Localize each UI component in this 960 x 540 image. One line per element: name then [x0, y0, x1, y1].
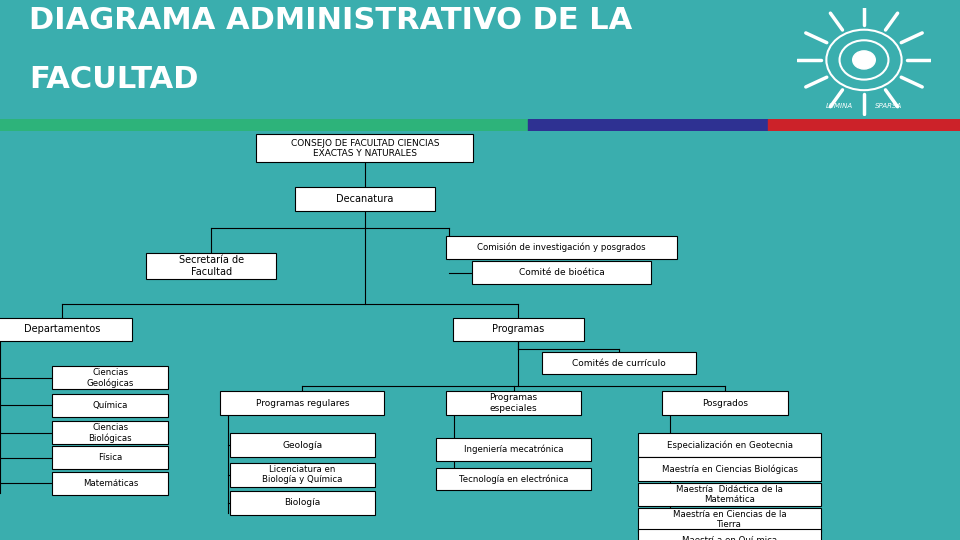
FancyBboxPatch shape [445, 236, 678, 259]
FancyBboxPatch shape [230, 491, 374, 515]
Text: Física: Física [98, 454, 123, 462]
Bar [528, 119, 768, 131]
Text: FACULTAD: FACULTAD [29, 65, 199, 94]
Text: CONSEJO DE FACULTAD CIENCIAS
EXACTAS Y NATURALES: CONSEJO DE FACULTAD CIENCIAS EXACTAS Y N… [291, 139, 439, 158]
FancyBboxPatch shape [52, 367, 169, 389]
Text: Ciencias
Biológicas: Ciencias Biológicas [88, 423, 132, 443]
FancyBboxPatch shape [295, 187, 435, 211]
FancyBboxPatch shape [445, 391, 582, 415]
Text: Matemáticas: Matemáticas [83, 478, 138, 488]
FancyBboxPatch shape [146, 253, 276, 279]
Text: Ingeniería mecatrónica: Ingeniería mecatrónica [464, 445, 564, 454]
FancyBboxPatch shape [52, 421, 169, 444]
Text: Química: Química [93, 401, 128, 410]
Text: Ciencias
Geológicas: Ciencias Geológicas [86, 368, 134, 388]
FancyBboxPatch shape [637, 529, 821, 540]
FancyBboxPatch shape [662, 391, 787, 415]
Text: Comité de bioética: Comité de bioética [518, 268, 605, 277]
Text: Maestría en Ciencias Biológicas: Maestría en Ciencias Biológicas [661, 464, 798, 474]
Text: Geología: Geología [282, 441, 323, 450]
Text: SPARSA: SPARSA [875, 103, 901, 109]
FancyBboxPatch shape [52, 394, 169, 416]
Bar [768, 119, 960, 131]
Text: Comisión de investigación y posgrados: Comisión de investigación y posgrados [477, 242, 646, 252]
Text: DIAGRAMA ADMINISTRATIVO DE LA: DIAGRAMA ADMINISTRATIVO DE LA [29, 6, 632, 35]
Text: Tecnología en electrónica: Tecnología en electrónica [459, 474, 568, 484]
Text: Programas: Programas [492, 325, 544, 334]
Circle shape [827, 30, 901, 90]
Text: Maestría en Ciencias de la
Tierra: Maestría en Ciencias de la Tierra [673, 510, 786, 530]
FancyBboxPatch shape [52, 447, 169, 469]
FancyBboxPatch shape [436, 438, 590, 461]
Text: Biología: Biología [284, 498, 321, 508]
FancyBboxPatch shape [230, 434, 374, 457]
FancyBboxPatch shape [541, 352, 697, 374]
FancyBboxPatch shape [436, 468, 590, 490]
Text: Maestrí­a en Quí­mica: Maestrí­a en Quí­mica [682, 536, 778, 540]
Text: Licenciatura en
Biología y Química: Licenciatura en Biología y Química [262, 465, 343, 484]
Text: Programas regulares: Programas regulares [255, 399, 349, 408]
FancyBboxPatch shape [637, 434, 821, 457]
FancyBboxPatch shape [637, 508, 821, 531]
Text: Posgrados: Posgrados [702, 399, 748, 408]
FancyBboxPatch shape [637, 457, 821, 481]
FancyBboxPatch shape [220, 391, 384, 415]
FancyBboxPatch shape [637, 483, 821, 507]
Text: Decanatura: Decanatura [336, 194, 394, 204]
FancyBboxPatch shape [230, 463, 374, 487]
Text: Programas
especiales: Programas especiales [490, 394, 538, 413]
Text: Especialización en Geotecnia: Especialización en Geotecnia [666, 441, 793, 450]
FancyBboxPatch shape [453, 318, 584, 341]
Text: Secretaría de
Facultad: Secretaría de Facultad [179, 255, 244, 277]
FancyBboxPatch shape [472, 261, 651, 284]
FancyBboxPatch shape [52, 472, 169, 495]
Bar [0, 119, 528, 131]
Text: Departamentos: Departamentos [24, 325, 101, 334]
Circle shape [852, 51, 876, 69]
Text: Comités de currículo: Comités de currículo [572, 359, 666, 368]
Text: LUMINA: LUMINA [827, 103, 853, 109]
FancyBboxPatch shape [256, 134, 473, 162]
FancyBboxPatch shape [0, 318, 132, 341]
Text: Maestría  Didáctica de la
Matemática: Maestría Didáctica de la Matemática [676, 485, 783, 504]
